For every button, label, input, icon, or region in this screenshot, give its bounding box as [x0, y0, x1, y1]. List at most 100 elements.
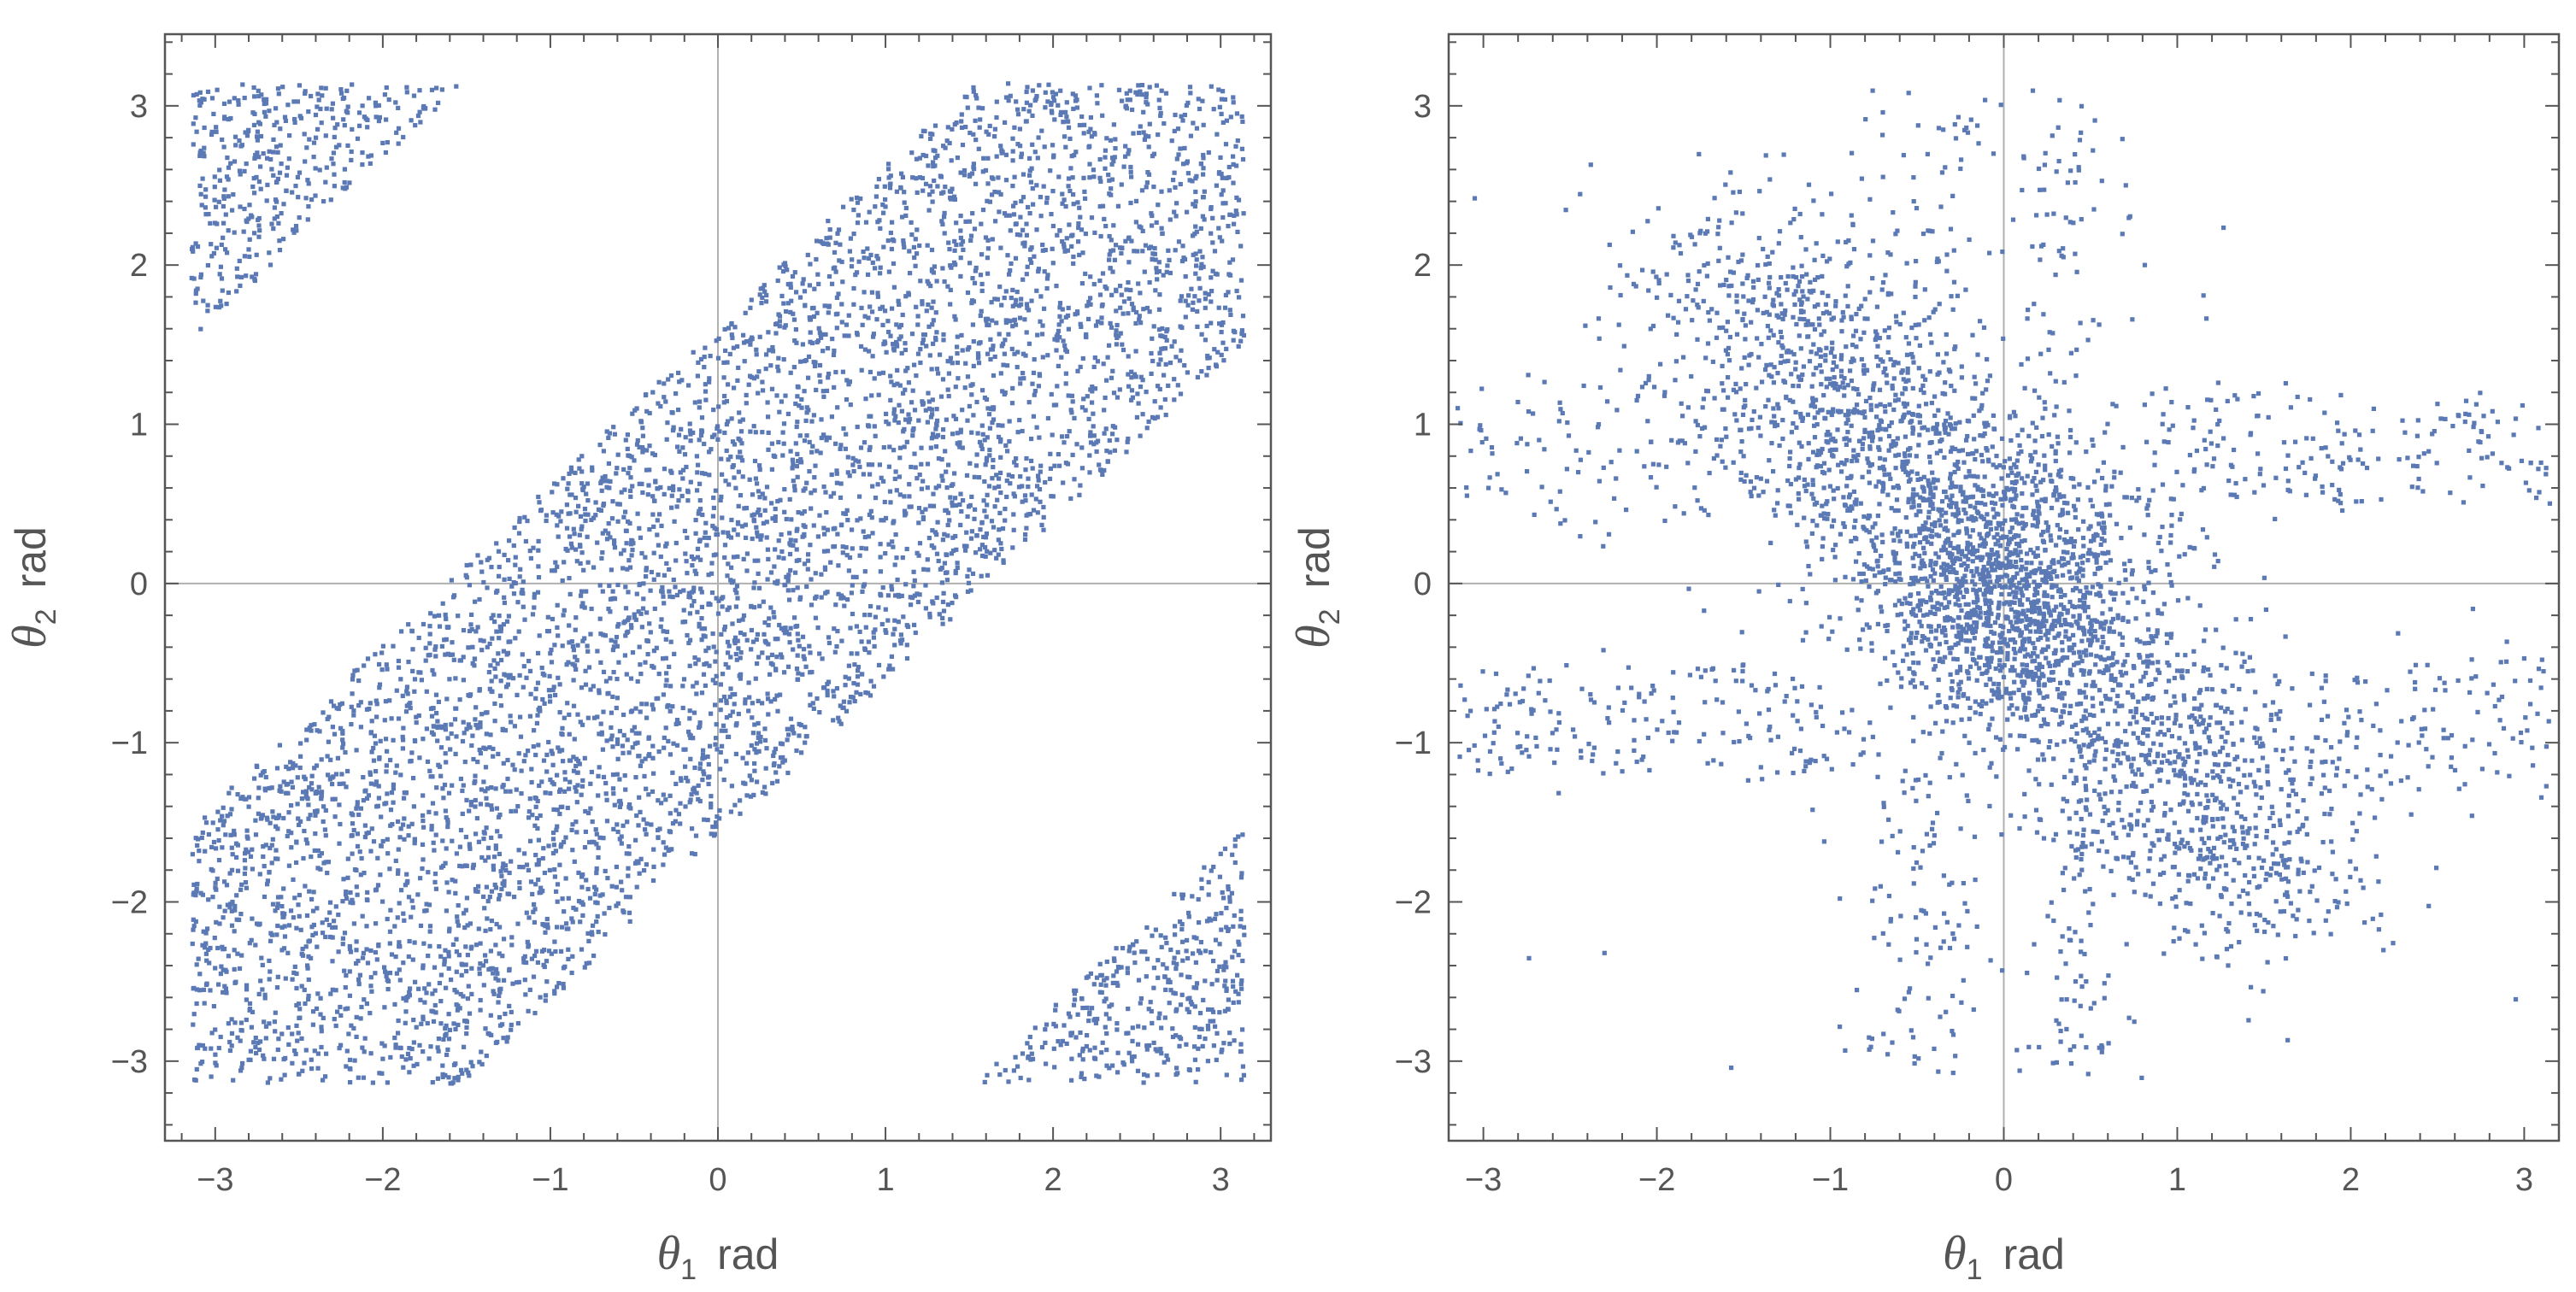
scatter-point — [573, 819, 579, 825]
scatter-point — [785, 267, 790, 273]
scatter-point — [344, 892, 349, 897]
scatter-point — [696, 783, 701, 788]
scatter-point — [988, 406, 994, 411]
scatter-point — [1033, 496, 1038, 502]
scatter-point — [332, 796, 338, 802]
scatter-point — [1085, 1033, 1090, 1038]
scatter-point — [432, 965, 438, 970]
scatter-point — [1180, 939, 1185, 944]
scatter-point — [506, 639, 511, 644]
scatter-point — [566, 511, 571, 516]
scatter-point — [867, 447, 872, 453]
scatter-point — [493, 674, 498, 679]
scatter-point — [855, 200, 861, 205]
scatter-point — [1056, 1039, 1061, 1044]
scatter-point — [1090, 385, 1095, 390]
scatter-point — [747, 773, 752, 778]
scatter-point — [483, 858, 488, 863]
scatter-point — [520, 684, 526, 690]
scatter-point — [852, 662, 857, 667]
scatter-point — [244, 1017, 249, 1023]
scatter-point — [533, 804, 538, 809]
scatter-point — [854, 624, 859, 629]
scatter-point — [628, 623, 634, 628]
scatter-point — [1211, 1019, 1216, 1024]
scatter-point — [489, 919, 494, 924]
scatter-point — [777, 622, 782, 628]
scatter-point — [856, 213, 861, 218]
scatter-point — [224, 302, 229, 307]
scatter-point — [1179, 325, 1185, 331]
scatter-point — [1107, 1016, 1112, 1021]
scatter-point — [1027, 257, 1032, 262]
scatter-point — [821, 394, 826, 399]
scatter-point — [1196, 896, 1201, 902]
scatter-point — [955, 344, 960, 349]
scatter-point — [1150, 1020, 1155, 1025]
scatter-point — [734, 657, 739, 662]
scatter-point — [452, 717, 458, 722]
scatter-point — [1151, 966, 1156, 971]
scatter-point — [1058, 88, 1063, 93]
scatter-point — [446, 954, 451, 959]
scatter-point — [826, 310, 831, 315]
scatter-point — [1125, 97, 1130, 103]
scatter-point — [548, 699, 553, 704]
scatter-point — [912, 255, 917, 261]
scatter-point — [615, 696, 620, 701]
scatter-point — [1220, 201, 1226, 206]
scatter-point — [219, 964, 224, 969]
scatter-point — [771, 453, 776, 458]
scatter-point — [955, 561, 960, 566]
scatter-point — [257, 121, 262, 126]
scatter-point — [794, 340, 799, 345]
scatter-point — [1038, 463, 1044, 468]
scatter-point — [1009, 474, 1015, 479]
scatter-point — [560, 725, 565, 731]
scatter-point — [359, 855, 364, 861]
scatter-point — [1193, 251, 1198, 256]
scatter-point — [560, 804, 565, 809]
scatter-point — [1184, 103, 1189, 109]
scatter-point — [867, 369, 873, 374]
scatter-point — [851, 232, 856, 237]
scatter-point — [533, 686, 538, 691]
scatter-point — [697, 724, 703, 729]
scatter-point — [368, 849, 373, 854]
scatter-point — [382, 802, 387, 807]
scatter-point — [553, 849, 558, 854]
scatter-point — [553, 948, 558, 954]
scatter-point — [1159, 189, 1164, 194]
scatter-point — [201, 929, 206, 934]
scatter-point — [874, 254, 879, 259]
scatter-point — [287, 133, 292, 138]
scatter-point — [792, 484, 797, 489]
scatter-point — [940, 621, 945, 626]
scatter-point — [211, 111, 216, 116]
scatter-point — [798, 460, 803, 465]
scatter-point — [421, 621, 426, 627]
scatter-point — [506, 614, 511, 619]
scatter-point — [1163, 361, 1168, 367]
scatter-point — [778, 755, 784, 761]
scatter-point — [272, 1019, 277, 1025]
scatter-point — [924, 344, 929, 349]
scatter-point — [1051, 153, 1056, 158]
scatter-point — [401, 737, 406, 743]
scatter-point — [265, 882, 270, 887]
scatter-point — [950, 432, 956, 437]
scatter-point — [1162, 373, 1167, 378]
scatter-point — [484, 796, 489, 801]
scatter-point — [877, 462, 882, 467]
scatter-point — [687, 663, 692, 668]
scatter-point — [718, 708, 723, 713]
scatter-point — [256, 179, 262, 185]
scatter-point — [687, 716, 692, 721]
scatter-point — [1226, 997, 1231, 1002]
scatter-point — [203, 931, 209, 936]
scatter-point — [389, 952, 395, 957]
scatter-point — [910, 433, 915, 438]
scatter-point — [509, 719, 514, 725]
scatter-point — [927, 184, 933, 189]
scatter-point — [811, 523, 816, 528]
